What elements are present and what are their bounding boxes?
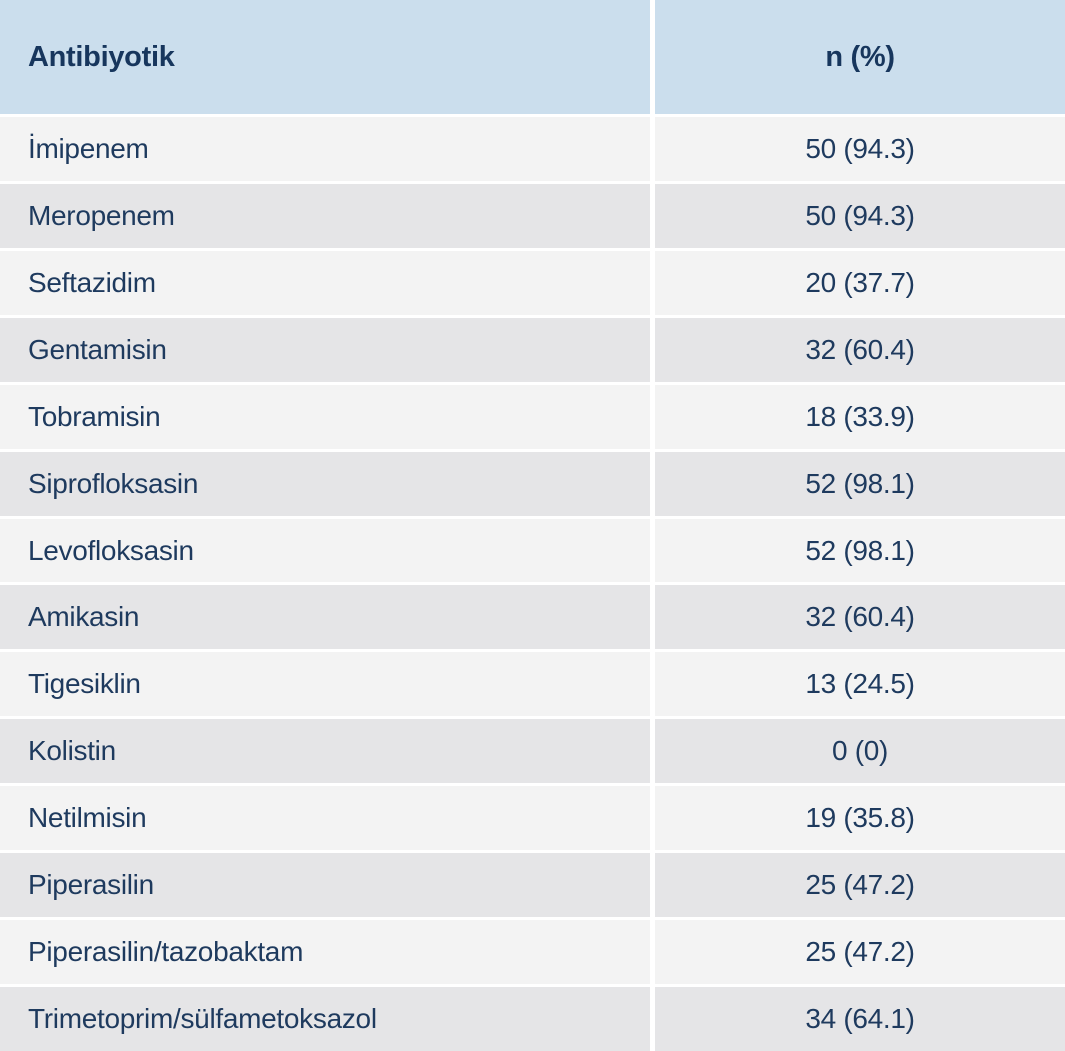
antibiotic-value-cell: 52 (98.1): [655, 518, 1065, 583]
antibiotic-name-cell: Tobramisin: [0, 384, 650, 449]
antibiotic-value-cell: 32 (60.4): [655, 585, 1065, 650]
antibiotic-name-cell: Netilmisin: [0, 786, 650, 851]
antibiotic-name-cell: Gentamisin: [0, 317, 650, 382]
antibiotic-value-cell: 25 (47.2): [655, 920, 1065, 985]
antibiotic-value-cell: 52 (98.1): [655, 451, 1065, 516]
antibiotic-name-cell: Siprofloksasin: [0, 451, 650, 516]
antibiotic-value-cell: 32 (60.4): [655, 317, 1065, 382]
antibiotic-name-cell: Amikasin: [0, 585, 650, 650]
antibiotic-value-cell: 13 (24.5): [655, 652, 1065, 717]
antibiotic-name-cell: Meropenem: [0, 183, 650, 248]
antibiotic-name-cell: Piperasilin/tazobaktam: [0, 920, 650, 985]
antibiotic-name-cell: Tigesiklin: [0, 652, 650, 717]
column-header-n-percent: n (%): [655, 0, 1065, 114]
antibiotic-name-cell: Seftazidim: [0, 250, 650, 315]
antibiotic-value-cell: 19 (35.8): [655, 786, 1065, 851]
antibiotic-name-cell: Kolistin: [0, 719, 650, 784]
antibiotic-name-cell: Piperasilin: [0, 853, 650, 918]
antibiotic-value-cell: 34 (64.1): [655, 987, 1065, 1051]
antibiotic-name-cell: İmipenem: [0, 117, 650, 181]
antibiotic-name-cell: Trimetoprim/sülfametoksazol: [0, 987, 650, 1051]
antibiotic-value-cell: 50 (94.3): [655, 183, 1065, 248]
antibiotic-name-cell: Levofloksasin: [0, 518, 650, 583]
antibiotic-value-cell: 25 (47.2): [655, 853, 1065, 918]
antibiotic-value-cell: 0 (0): [655, 719, 1065, 784]
antibiotic-value-cell: 18 (33.9): [655, 384, 1065, 449]
antibiotic-value-cell: 20 (37.7): [655, 250, 1065, 315]
column-header-antibiyotik: Antibiyotik: [0, 0, 650, 114]
antibiotic-value-cell: 50 (94.3): [655, 117, 1065, 181]
